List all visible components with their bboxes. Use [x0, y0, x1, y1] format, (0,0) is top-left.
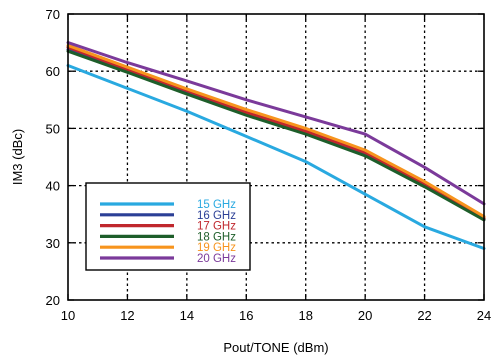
plot-frame [67, 13, 485, 301]
x-tick-label: 12 [120, 308, 134, 323]
axis-ticks [67, 13, 485, 301]
x-tick-label: 14 [180, 308, 194, 323]
series-line [66, 49, 486, 222]
y-tick-label: 30 [46, 236, 60, 251]
x-axis-title: Pout/TONE (dBm) [223, 340, 328, 355]
x-tick-label: 22 [417, 308, 431, 323]
x-tick-label: 10 [61, 308, 75, 323]
y-tick-label: 40 [46, 179, 60, 194]
y-tick-label: 20 [46, 293, 60, 308]
legend-label: 20 GHz [197, 253, 236, 265]
legend-label: 17 GHz [197, 221, 236, 233]
series-line [66, 45, 486, 220]
x-tick-label: 20 [358, 308, 372, 323]
y-tick-label: 60 [46, 64, 60, 79]
legend-label: 19 GHz [197, 242, 236, 254]
legend-label: 16 GHz [197, 210, 236, 222]
series-line [66, 41, 486, 206]
legend-label: 18 GHz [197, 231, 236, 243]
y-tick-label: 50 [46, 121, 60, 136]
series-line [66, 43, 486, 218]
series-line [66, 63, 486, 251]
x-tick-label: 16 [239, 308, 253, 323]
x-tick-label: 18 [298, 308, 312, 323]
y-tick-label: 70 [46, 7, 60, 22]
series-lines [66, 41, 486, 251]
x-tick-label: 24 [477, 308, 491, 323]
tick-labels: 10 12 14 16 18 20 22 24 20 30 40 50 60 70 [46, 7, 492, 323]
y-axis-title: IM3 (dBc) [10, 129, 25, 185]
legend-label: 15 GHz [197, 199, 236, 211]
